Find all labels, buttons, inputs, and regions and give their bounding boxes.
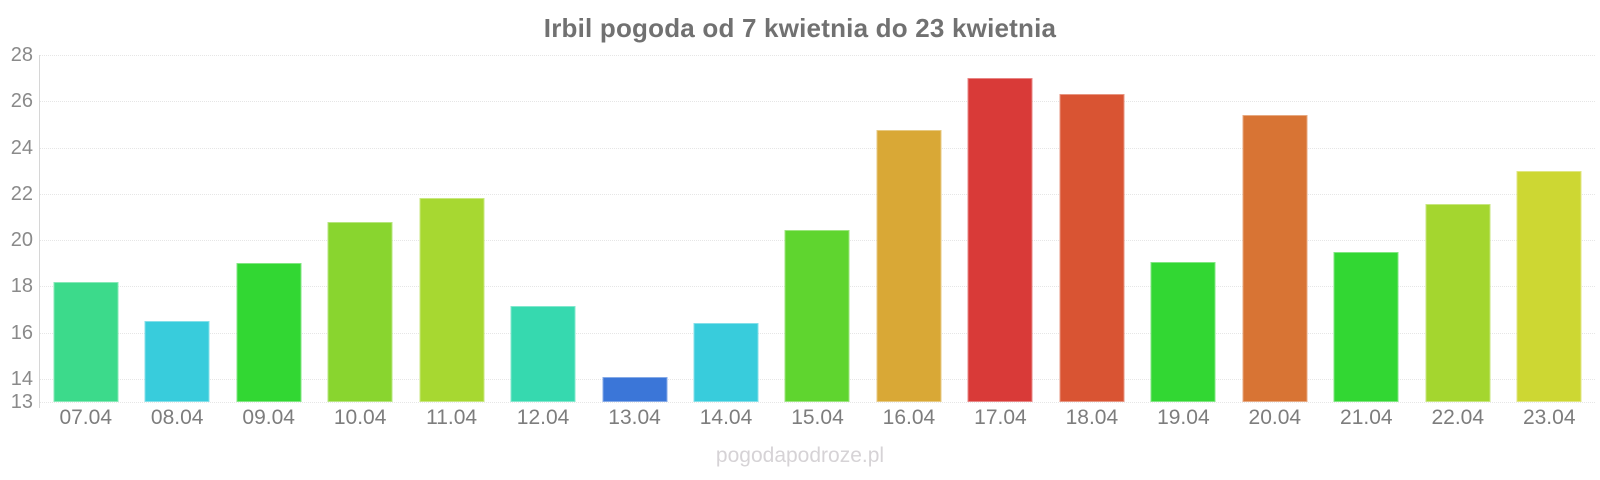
x-axis-label: 18.04 — [1065, 406, 1119, 429]
bar-column — [680, 55, 771, 402]
x-axis-label: 22.04 — [1431, 406, 1485, 429]
y-axis-label: 14 — [10, 367, 33, 390]
x-axis-labels: 07.04 08.04 09.04 10.04 11.04 12.04 13.04 14.04… — [40, 406, 1595, 430]
y-axis-label: 13 — [10, 391, 33, 413]
bar-21.04[interactable] — [1333, 251, 1399, 402]
bar-11.04[interactable] — [419, 198, 485, 402]
x-axis-label: 07.04 — [59, 406, 113, 429]
bar-07.04[interactable] — [53, 281, 119, 402]
x-axis-label: 14.04 — [699, 406, 753, 429]
bar-14.04[interactable] — [693, 323, 759, 402]
x-axis-label: 20.04 — [1248, 406, 1302, 429]
bar-23.04[interactable] — [1516, 170, 1582, 402]
bar-column — [1046, 55, 1137, 402]
y-axis-label: 20 — [10, 229, 33, 252]
x-axis-label: 09.04 — [242, 406, 295, 429]
gridline — [40, 55, 1595, 56]
bar-19.04[interactable] — [1150, 262, 1216, 402]
bar-16.04[interactable] — [876, 130, 942, 402]
y-axis-label: 18 — [10, 275, 33, 298]
gridline — [40, 402, 1595, 403]
x-axis-label: 23.04 — [1522, 406, 1576, 429]
bar-column — [1412, 55, 1503, 402]
chart-title: Irbil pogoda od 7 kwietnia do 23 kwietni… — [543, 13, 1057, 43]
y-axis-labels: 28 26 24 22 20 18 16 14 13 — [0, 0, 33, 480]
bar-column — [863, 55, 954, 402]
bar-column — [772, 55, 863, 402]
bar-column — [589, 55, 680, 402]
bar-22.04[interactable] — [1425, 204, 1491, 402]
bar-column — [40, 55, 131, 402]
bar-20.04[interactable] — [1242, 115, 1308, 402]
y-axis-label: 24 — [10, 136, 33, 159]
bar-12.04[interactable] — [510, 306, 576, 402]
y-axis-label: 26 — [10, 90, 33, 113]
x-axis-label: 21.04 — [1340, 406, 1393, 429]
y-axis-label: 16 — [10, 321, 33, 344]
bar-10.04[interactable] — [327, 221, 393, 402]
x-axis-label: 17.04 — [974, 406, 1027, 429]
bar-column — [1504, 55, 1595, 402]
x-axis-label: 15.04 — [791, 406, 844, 429]
bar-column — [1229, 55, 1320, 402]
bars-container — [40, 55, 1595, 402]
bar-13.04[interactable] — [602, 376, 668, 402]
bar-18.04[interactable] — [1059, 94, 1125, 402]
y-axis-line — [39, 55, 40, 408]
bar-column — [314, 55, 405, 402]
watermark: pogodapodroze.pl — [715, 444, 885, 467]
x-axis-label: 16.04 — [882, 406, 936, 429]
bar-15.04[interactable] — [784, 229, 850, 402]
bar-column — [223, 55, 314, 402]
bar-column — [955, 55, 1046, 402]
y-axis-label: 22 — [10, 182, 33, 205]
bar-09.04[interactable] — [236, 263, 302, 402]
x-axis-label: 08.04 — [150, 406, 204, 429]
x-axis-label: 13.04 — [608, 406, 661, 429]
gridline — [40, 147, 1595, 149]
bar-column — [1138, 55, 1229, 402]
x-axis-label: 12.04 — [516, 406, 570, 429]
x-axis-label: 19.04 — [1157, 406, 1210, 429]
bar-17.04[interactable] — [967, 78, 1033, 402]
bar-column — [406, 55, 497, 402]
bar-column — [1321, 55, 1412, 402]
gridline — [40, 193, 1595, 195]
y-axis-label: 28 — [10, 44, 33, 66]
gridline — [40, 101, 1595, 103]
bar-08.04[interactable] — [144, 321, 210, 402]
x-axis-label: 11.04 — [426, 406, 478, 429]
x-axis-label: 10.04 — [333, 406, 387, 429]
bar-column — [497, 55, 588, 402]
bar-column — [131, 55, 222, 402]
